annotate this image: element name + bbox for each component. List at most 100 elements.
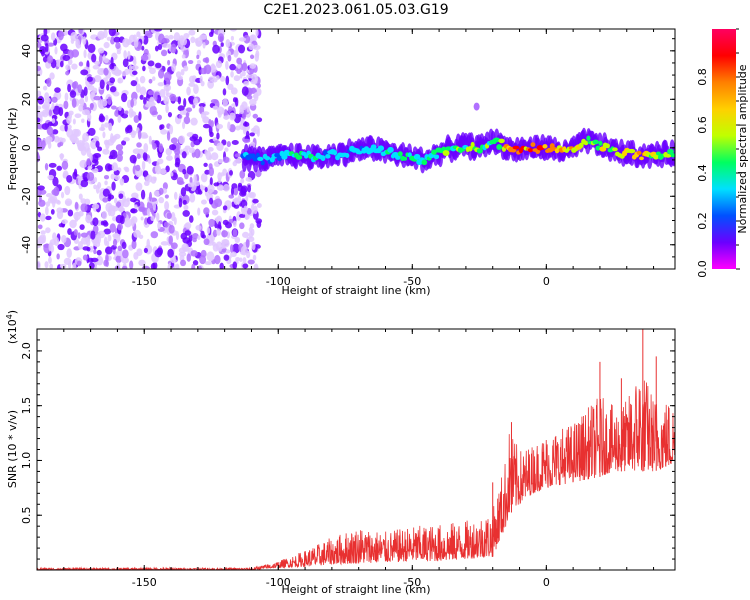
noise-blob	[166, 155, 173, 162]
noise-blob	[245, 239, 250, 248]
noise-blob	[47, 174, 54, 180]
noise-blob	[197, 190, 203, 195]
noise-blob	[44, 92, 50, 101]
noise-blob	[238, 213, 246, 218]
noise-blob	[175, 142, 181, 151]
noise-blob	[133, 115, 140, 124]
noise-blob	[235, 256, 241, 262]
noise-blob	[205, 150, 212, 161]
noise-blob	[167, 112, 173, 118]
noise-blob	[131, 70, 138, 76]
noise-blob	[135, 164, 141, 172]
noise-blob	[189, 193, 196, 203]
noise-blob	[38, 234, 45, 245]
noise-blob	[229, 170, 233, 176]
noise-blob	[161, 43, 170, 48]
noise-blob	[126, 197, 131, 202]
noise-blob	[109, 63, 115, 70]
noise-blob	[232, 243, 240, 254]
snr-marks	[37, 329, 675, 570]
noise-blob	[130, 216, 138, 224]
noise-blob	[253, 92, 259, 102]
noise-blob	[209, 197, 214, 205]
noise-blob	[180, 187, 187, 197]
noise-blob	[54, 87, 61, 93]
noise-blob	[116, 153, 123, 162]
noise-blob	[118, 105, 122, 112]
noise-blob	[241, 231, 250, 238]
noise-blob	[233, 49, 239, 58]
noise-blob	[80, 179, 89, 188]
noise-blob	[125, 125, 133, 134]
signal-halo	[288, 142, 294, 154]
noise-blob	[133, 59, 137, 66]
noise-blob	[45, 193, 53, 198]
noise-blob	[43, 243, 51, 248]
noise-blob	[103, 57, 109, 64]
noise-blob	[239, 170, 246, 179]
noise-blob	[242, 138, 251, 143]
noise-blob	[230, 186, 234, 197]
noise-blob	[87, 113, 92, 122]
noise-blob	[135, 83, 141, 93]
noise-blob	[54, 46, 58, 55]
noise-blob	[245, 176, 252, 182]
noise-blob	[124, 167, 130, 173]
colorbar-label: Normalized spectral amplitude	[736, 64, 749, 233]
noise-blob	[199, 75, 203, 84]
noise-blob	[92, 203, 100, 210]
noise-blob	[241, 101, 248, 110]
noise-blob	[214, 217, 221, 222]
noise-blob	[102, 188, 111, 197]
noise-blob	[150, 176, 157, 184]
noise-blob	[171, 63, 176, 72]
x-tick-label: -50	[403, 275, 421, 288]
noise-blob	[104, 180, 108, 186]
noise-blob	[93, 74, 102, 83]
noise-blob	[117, 149, 124, 156]
noise-blob	[47, 42, 55, 47]
noise-blob	[203, 65, 207, 75]
noise-blob	[104, 122, 110, 128]
noise-blob	[180, 68, 185, 76]
noise-blob	[252, 125, 260, 135]
noise-blob	[141, 265, 150, 269]
noise-blob	[148, 157, 152, 164]
noise-blob	[76, 260, 82, 267]
noise-blob	[220, 75, 226, 82]
noise-blob	[188, 29, 196, 36]
noise-blob	[179, 110, 186, 115]
noise-blob	[178, 114, 183, 119]
noise-blob	[82, 36, 87, 46]
noise-blob	[200, 173, 208, 183]
spectrogram-frame	[36, 28, 676, 270]
noise-blob	[51, 96, 58, 103]
noise-blob	[90, 139, 98, 150]
noise-blob	[246, 207, 252, 215]
noise-blob	[249, 98, 257, 106]
noise-blob	[142, 134, 149, 139]
noise-blob	[256, 117, 263, 123]
noise-blob	[133, 39, 139, 48]
noise-blob	[139, 94, 144, 100]
noise-blob	[45, 42, 49, 53]
noise-blob	[187, 182, 194, 188]
noise-blob	[82, 132, 89, 143]
noise-blob	[248, 43, 255, 51]
noise-blob	[115, 42, 121, 49]
noise-blob	[215, 60, 223, 69]
noise-blob	[251, 241, 256, 251]
noise-blob	[179, 37, 188, 46]
noise-blob	[40, 230, 46, 235]
noise-blob	[106, 36, 112, 41]
noise-blob	[135, 182, 143, 191]
noise-blob	[250, 204, 255, 211]
noise-blob	[226, 204, 231, 211]
noise-blob	[48, 242, 52, 252]
noise-blob	[67, 228, 72, 236]
noise-blob	[229, 112, 236, 121]
signal-core	[467, 145, 473, 152]
noise-blob	[140, 216, 144, 221]
noise-blob	[121, 70, 127, 77]
noise-blob	[80, 232, 88, 238]
